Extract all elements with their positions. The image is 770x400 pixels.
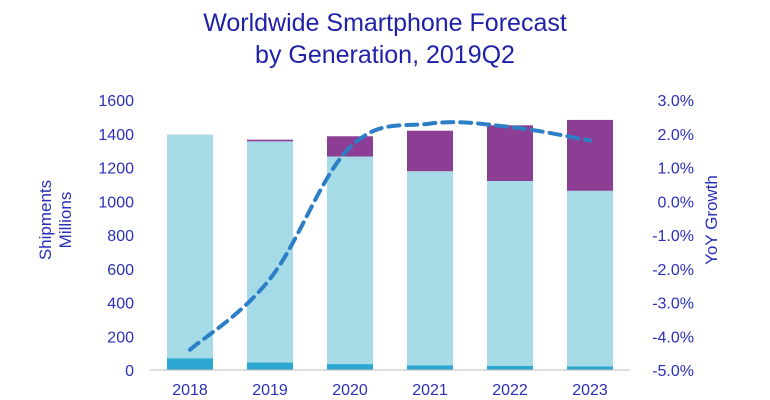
bar-segment-gen-4g [327,156,373,365]
y2-tick-label: 3.0% [658,93,694,110]
y-tick-label: 200 [107,329,134,346]
bar-segment-gen-5g [567,119,613,191]
y2-tick-label: -2.0% [652,262,694,279]
bar-segment-gen-4g [487,181,533,366]
bar-series-group [167,119,613,370]
bar-segment-gen-4g [247,141,293,363]
x-tick-label: 2020 [332,382,368,399]
bar-segment-gen-3g [487,365,533,370]
bar-segment-gen-5g [487,125,533,181]
y-tick-label: 0 [125,363,134,380]
y2-axis-ticks: -5.0% -4.0% -3.0% -2.0% -1.0% 0.0% 1.0% 2.0% 3.0… [652,93,694,380]
y-tick-label: 1200 [98,161,134,178]
y2-tick-label: 2.0% [658,127,694,144]
x-tick-label: 2019 [252,382,288,399]
y-tick-label: 800 [107,228,134,245]
y-axis-ticks: 0 200 400 600 800 1000 1200 1400 1600 [98,93,134,380]
bar-segment-gen-3g [167,358,213,370]
bar-segment-gen-5g [247,139,293,142]
y-tick-label: 1000 [98,194,134,211]
x-tick-label: 2022 [492,382,528,399]
y-tick-label: 400 [107,296,134,313]
x-tick-label: 2021 [412,382,448,399]
bar-segment-gen-3g [567,366,613,370]
y-tick-label: 1600 [98,93,134,110]
y2-tick-label: -1.0% [652,228,694,245]
chart-subtitle: by Generation, 2019Q2 [255,41,515,69]
y2-tick-label: -5.0% [652,363,694,380]
x-tick-label: 2023 [572,382,608,399]
bar-segment-gen-4g [407,171,453,366]
bar-segment-gen-4g [567,190,613,367]
y2-tick-label: -4.0% [652,329,694,346]
y-tick-label: 600 [107,262,134,279]
yoy-line-group [188,120,592,352]
x-axis-ticks: 2018 2019 2020 2021 2022 2023 [172,382,608,399]
bar-segment-gen-3g [407,365,453,370]
bar-segment-gen-3g [327,364,373,370]
bar-segment-gen-5g [407,130,453,172]
chart-title: Worldwide Smartphone Forecast [203,9,567,37]
y2-tick-label: 0.0% [658,194,694,211]
bar-segment-gen-3g [247,362,293,370]
bar-segment-gen-4g [167,134,213,359]
y-tick-label: 1400 [98,127,134,144]
y2-tick-label: -3.0% [652,296,694,313]
y2-tick-label: 1.0% [658,161,694,178]
x-tick-label: 2018 [172,382,208,399]
yoy-growth-line [188,120,592,352]
